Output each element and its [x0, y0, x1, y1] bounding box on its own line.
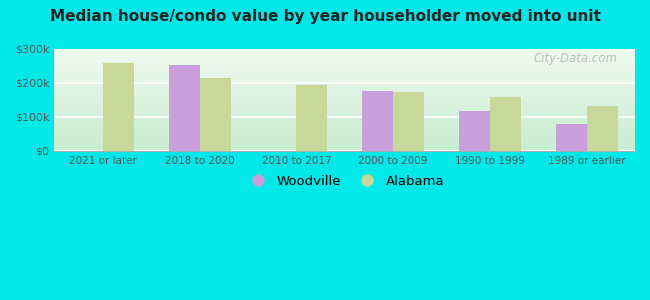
Text: Median house/condo value by year householder moved into unit: Median house/condo value by year househo… — [49, 9, 601, 24]
Bar — [393, 92, 424, 151]
Text: City-Data.com: City-Data.com — [534, 52, 618, 65]
Bar — [362, 92, 393, 151]
Bar — [586, 106, 618, 151]
Bar — [296, 85, 328, 151]
Bar — [556, 124, 586, 151]
Bar — [200, 78, 231, 151]
Bar — [490, 97, 521, 151]
Bar — [459, 111, 490, 151]
Bar — [103, 63, 134, 151]
Legend: Woodville, Alabama: Woodville, Alabama — [240, 169, 450, 193]
Bar — [168, 65, 200, 151]
